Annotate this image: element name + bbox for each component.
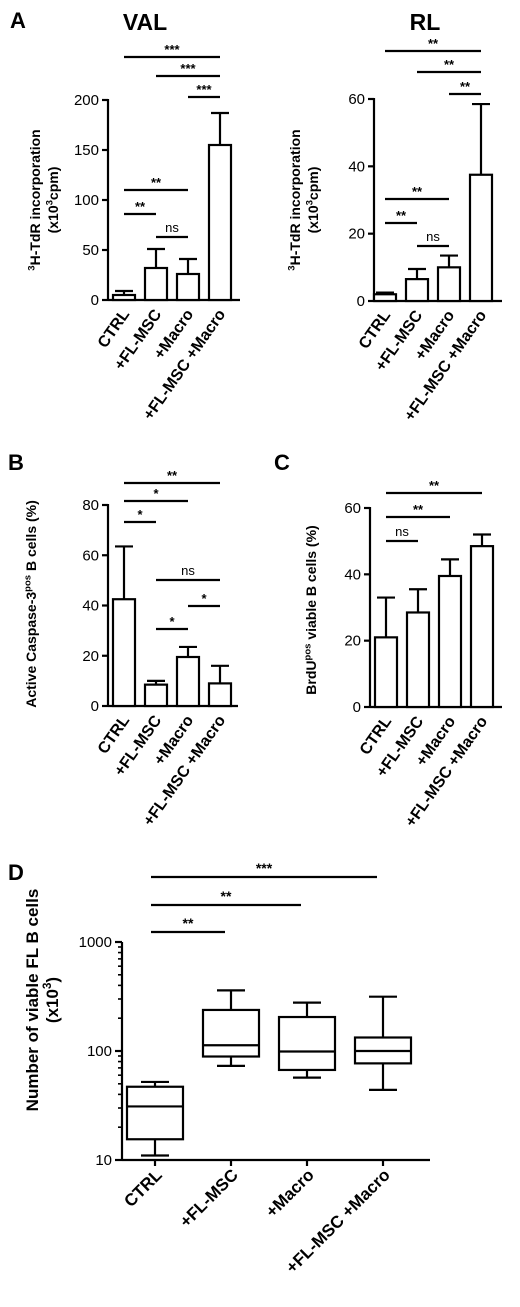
significance-label: *** [196,82,212,97]
significance-label: ** [135,199,146,214]
bar [175,655,201,708]
panel-label: B [8,450,24,475]
panel-label: D [8,860,24,885]
significance-label: ** [412,184,423,199]
y-tick-label: 1000 [79,934,112,951]
significance-label: ** [444,57,455,72]
y-tick-label: 200 [74,92,99,109]
category-label: CTRL [120,1165,165,1210]
panel-label: A [10,8,26,33]
significance-label: ** [429,478,440,493]
significance-label: ** [413,502,424,517]
bar [373,636,399,709]
y-tick-label: 0 [357,293,365,310]
significance-label: *** [164,42,180,57]
category-label: +FL-MSC [176,1165,242,1231]
significance-label: ** [460,79,471,94]
bar [143,683,169,708]
y-tick-label: 0 [91,292,99,309]
significance-label: ** [183,915,194,931]
y-axis-label: BrdUpos viable B cells (%) [302,525,319,694]
significance-label: ns [165,220,179,235]
significance-label: ns [426,229,440,244]
y-tick-label: 20 [344,633,361,650]
significance-label: ns [181,563,195,578]
y-tick-label: 40 [344,566,361,583]
significance-label: ** [428,36,439,51]
bar [111,293,137,302]
y-tick-label: 60 [348,91,365,108]
y-tick-label: 0 [353,699,361,716]
y-tick-label: 40 [348,158,365,175]
significance-label: * [169,614,175,629]
significance-label: ** [151,175,162,190]
significance-label: ** [396,208,407,223]
y-axis-label-line2: (x103cpm) [44,167,61,234]
y-tick-label: 10 [95,1152,112,1169]
chart-title: VAL [123,9,167,35]
y-tick-label: 100 [74,192,99,209]
y-axis-label: Number of viable FL B cells [23,889,42,1112]
y-tick-label: 50 [82,242,99,259]
y-axis-label: Active Caspase-3pos B cells (%) [22,500,39,708]
significance-label: ** [221,888,232,904]
box [125,1085,185,1141]
significance-label: ** [167,468,178,483]
y-tick-label: 60 [344,500,361,517]
significance-label: * [137,507,143,522]
box [201,1008,261,1058]
y-tick-label: 80 [82,497,99,514]
bar [207,682,233,708]
box [277,1015,337,1072]
y-tick-label: 40 [82,598,99,615]
y-axis-label-line2: (x103cpm) [304,167,321,234]
panel-label: C [274,450,290,475]
significance-label: * [153,486,159,501]
bar [405,611,431,709]
y-tick-label: 20 [348,226,365,243]
bar [111,598,137,708]
bar [372,293,398,303]
category-label: +Macro [262,1165,318,1221]
bar [404,278,430,303]
bar [207,143,233,302]
y-tick-label: 20 [82,648,99,665]
y-tick-label: 150 [74,142,99,159]
chart-title: RL [410,9,441,35]
bar [437,574,463,709]
bar [469,545,495,709]
y-tick-label: 0 [91,698,99,715]
y-axis-label-line2: (x103) [42,977,62,1023]
bar [175,272,201,302]
y-tick-label: 60 [82,547,99,564]
y-axis-label: 3H-TdR incorporation [26,129,43,270]
significance-label: *** [256,860,273,876]
bar [143,266,169,302]
y-axis-label: 3H-TdR incorporation [286,129,303,270]
y-tick-label: 100 [87,1043,112,1060]
bar [436,266,462,303]
significance-label: *** [180,61,196,76]
significance-label: ns [395,524,409,539]
bar [468,173,494,303]
significance-label: * [201,591,207,606]
